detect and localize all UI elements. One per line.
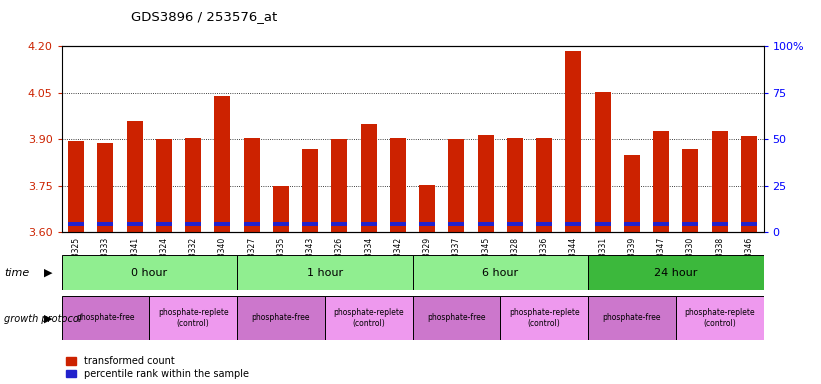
Text: phosphate-replete
(control): phosphate-replete (control): [685, 308, 755, 328]
Bar: [624, 155, 640, 232]
Bar: [448, 222, 465, 226]
Text: 0 hour: 0 hour: [131, 268, 167, 278]
Bar: [68, 141, 85, 232]
Text: phosphate-replete
(control): phosphate-replete (control): [333, 308, 404, 328]
Bar: [273, 186, 289, 232]
Bar: [325, 296, 412, 340]
Bar: [412, 255, 588, 290]
Text: ▶: ▶: [44, 314, 52, 324]
Bar: [566, 222, 581, 226]
Bar: [360, 222, 377, 226]
Bar: [62, 255, 237, 290]
Bar: [98, 222, 113, 226]
Bar: [360, 124, 377, 232]
Bar: [536, 222, 553, 226]
Bar: [149, 296, 237, 340]
Text: phosphate-replete
(control): phosphate-replete (control): [158, 308, 228, 328]
Bar: [237, 255, 412, 290]
Bar: [186, 137, 201, 232]
Bar: [156, 139, 172, 232]
Bar: [507, 137, 523, 232]
Bar: [214, 222, 231, 226]
Bar: [654, 222, 669, 226]
Bar: [302, 222, 319, 226]
Bar: [594, 222, 611, 226]
Bar: [214, 96, 231, 232]
Text: phosphate-free: phosphate-free: [76, 313, 135, 322]
Bar: [566, 51, 581, 232]
Text: 6 hour: 6 hour: [482, 268, 518, 278]
Text: phosphate-free: phosphate-free: [252, 313, 310, 322]
Bar: [507, 222, 523, 226]
Bar: [390, 137, 406, 232]
Bar: [448, 139, 465, 232]
Bar: [62, 296, 149, 340]
Bar: [332, 139, 347, 232]
Text: ▶: ▶: [44, 268, 52, 278]
Bar: [676, 296, 764, 340]
Bar: [478, 222, 493, 226]
Bar: [712, 131, 727, 232]
Text: 24 hour: 24 hour: [654, 268, 698, 278]
Legend: transformed count, percentile rank within the sample: transformed count, percentile rank withi…: [67, 356, 249, 379]
Text: GDS3896 / 253576_at: GDS3896 / 253576_at: [131, 10, 277, 23]
Bar: [126, 121, 143, 232]
Bar: [594, 92, 611, 232]
Bar: [244, 222, 259, 226]
Bar: [412, 296, 500, 340]
Bar: [273, 222, 289, 226]
Bar: [186, 222, 201, 226]
Bar: [588, 296, 676, 340]
Text: 1 hour: 1 hour: [307, 268, 343, 278]
Bar: [654, 131, 669, 232]
Bar: [741, 136, 757, 232]
Bar: [536, 137, 553, 232]
Text: time: time: [4, 268, 30, 278]
Text: phosphate-free: phosphate-free: [603, 313, 661, 322]
Bar: [244, 137, 259, 232]
Text: growth protocol: growth protocol: [4, 314, 82, 324]
Bar: [302, 149, 319, 232]
Bar: [500, 296, 588, 340]
Bar: [682, 222, 699, 226]
Text: phosphate-replete
(control): phosphate-replete (control): [509, 308, 580, 328]
Bar: [682, 149, 699, 232]
Bar: [712, 222, 727, 226]
Bar: [420, 222, 435, 226]
Bar: [741, 222, 757, 226]
Bar: [478, 136, 493, 232]
Bar: [237, 296, 325, 340]
Bar: [68, 222, 85, 226]
Bar: [126, 222, 143, 226]
Bar: [420, 185, 435, 232]
Text: phosphate-free: phosphate-free: [427, 313, 486, 322]
Bar: [98, 143, 113, 232]
Bar: [332, 222, 347, 226]
Bar: [390, 222, 406, 226]
Bar: [156, 222, 172, 226]
Bar: [624, 222, 640, 226]
Bar: [588, 255, 764, 290]
